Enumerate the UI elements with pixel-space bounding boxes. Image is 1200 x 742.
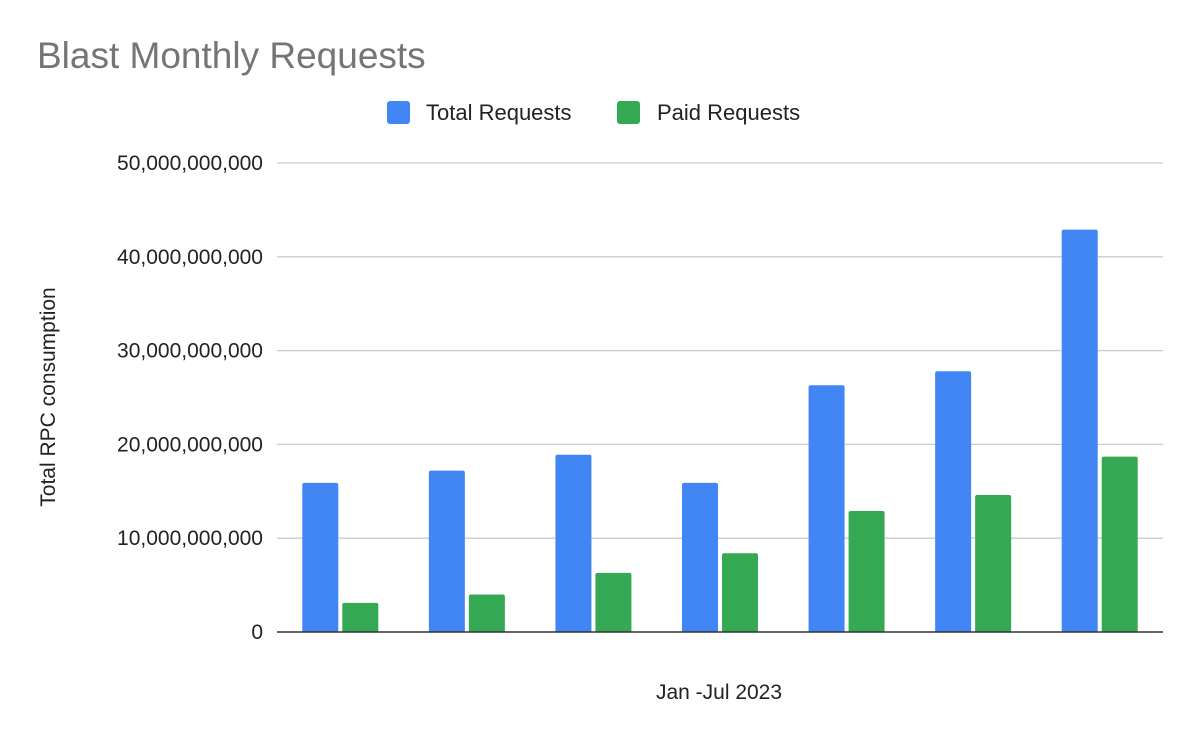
bar-total-requests <box>682 482 718 632</box>
y-tick-label: 20,000,000,000 <box>117 433 263 456</box>
y-tick-label: 10,000,000,000 <box>117 527 263 550</box>
bar-total-requests <box>428 470 465 632</box>
x-axis-title: Jan -Jul 2023 <box>656 681 782 704</box>
legend: Total Requests Paid Requests <box>387 100 800 125</box>
grid <box>277 162 1163 539</box>
y-tick-label: 30,000,000,000 <box>117 340 263 363</box>
bar-total-requests <box>302 482 339 632</box>
bar-total-requests <box>935 371 972 632</box>
bar-total-requests <box>555 454 592 632</box>
bar-paid-requests <box>1101 456 1138 632</box>
bar-paid-requests <box>975 495 1012 632</box>
bar-total-requests <box>808 385 845 632</box>
y-axis-ticks: 0 10,000,000,000 20,000,000,000 30,000,000,… <box>117 152 263 644</box>
legend-label-paid-requests: Paid Requests <box>657 100 800 125</box>
bar-paid-requests <box>722 553 758 632</box>
legend-label-total-requests: Total Requests <box>426 100 572 125</box>
y-tick-label: 0 <box>251 621 263 644</box>
bar-total-requests <box>1061 229 1098 632</box>
y-axis-title: Total RPC consumption <box>37 287 60 506</box>
bars <box>302 229 1138 632</box>
bar-paid-requests <box>848 510 885 632</box>
bar-paid-requests <box>468 594 505 632</box>
bar-paid-requests <box>595 572 632 632</box>
legend-swatch-paid-requests <box>617 101 640 124</box>
legend-swatch-total-requests <box>387 101 410 124</box>
y-tick-label: 40,000,000,000 <box>117 246 263 269</box>
y-tick-label: 50,000,000,000 <box>117 152 263 175</box>
bar-paid-requests <box>342 602 379 632</box>
chart-title: Blast Monthly Requests <box>37 35 426 76</box>
